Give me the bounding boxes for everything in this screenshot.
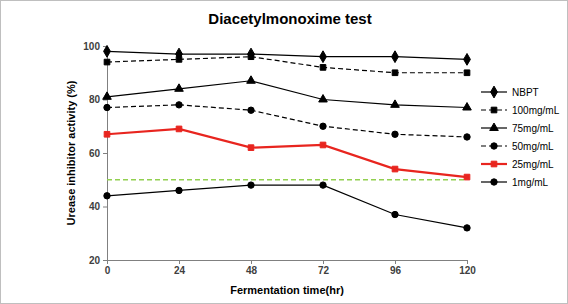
x-tick-label: 0 bbox=[105, 265, 111, 276]
series-marker bbox=[320, 65, 326, 71]
series-marker bbox=[176, 102, 182, 108]
series-marker bbox=[248, 145, 254, 151]
legend-label: 100mg/mL bbox=[512, 105, 560, 116]
legend-label: NBPT bbox=[512, 87, 539, 98]
x-tick: 48 bbox=[246, 260, 258, 276]
series-marker bbox=[175, 84, 184, 91]
title: Diacetylmonoxime test bbox=[208, 10, 371, 27]
series-marker bbox=[392, 211, 398, 217]
plot-area bbox=[103, 45, 472, 231]
series-marker bbox=[320, 182, 326, 188]
series-marker bbox=[103, 92, 112, 99]
x-tick-mark bbox=[395, 260, 396, 264]
x-tick: 0 bbox=[105, 260, 111, 276]
series-line bbox=[107, 81, 467, 108]
legend-marker bbox=[491, 179, 497, 185]
y-tick: 100 bbox=[83, 41, 107, 52]
series-marker bbox=[248, 107, 254, 113]
series-line bbox=[107, 129, 467, 177]
series-marker bbox=[319, 95, 328, 102]
x-tick: 24 bbox=[174, 260, 186, 276]
x-axis-line bbox=[108, 261, 468, 265]
chart: Diacetylmonoxime test 0 24 48 72 96 120 20 40 60 8… bbox=[0, 0, 568, 304]
x-tick-mark bbox=[323, 260, 324, 264]
series-marker bbox=[248, 182, 254, 188]
legend-label: 1mg/mL bbox=[512, 177, 549, 188]
series-marker bbox=[176, 57, 182, 63]
y-axis-title: Urease inhibitor activity (%) bbox=[65, 80, 77, 225]
series-marker bbox=[464, 174, 470, 180]
legend-marker bbox=[491, 161, 497, 167]
legend-label: 75mg/mL bbox=[512, 123, 554, 134]
x-tick-label: 96 bbox=[390, 265, 402, 276]
series-line bbox=[107, 57, 467, 73]
series-marker bbox=[320, 51, 327, 63]
x-tick-label: 48 bbox=[246, 265, 258, 276]
series-marker bbox=[104, 104, 110, 110]
series-marker bbox=[176, 126, 182, 132]
legend-marker bbox=[491, 107, 497, 113]
series-marker bbox=[463, 103, 472, 110]
series-marker bbox=[392, 51, 399, 63]
y-tick-label: 20 bbox=[89, 255, 101, 266]
x-tick-label: 24 bbox=[174, 265, 186, 276]
y-tick-mark bbox=[103, 260, 107, 261]
x-tick-label: 72 bbox=[318, 265, 330, 276]
series-line bbox=[107, 105, 467, 137]
legend-label: 25mg/mL bbox=[512, 159, 554, 170]
series-marker bbox=[392, 131, 398, 137]
series-marker bbox=[104, 193, 110, 199]
y-tick-mark bbox=[103, 153, 107, 154]
y-tick-label: 40 bbox=[89, 201, 101, 212]
x-tick: 120 bbox=[459, 260, 476, 276]
series-marker bbox=[391, 100, 400, 107]
series-marker bbox=[464, 134, 470, 140]
x-axis-title: Fermentation time(hr) bbox=[230, 284, 344, 296]
x-tick: 96 bbox=[390, 260, 402, 276]
legend-marker bbox=[491, 143, 497, 149]
legend-marker bbox=[490, 123, 499, 130]
series-marker bbox=[464, 70, 470, 76]
frame bbox=[1, 1, 568, 304]
series-marker bbox=[464, 53, 471, 65]
series-line bbox=[107, 51, 467, 59]
x-tick-label: 120 bbox=[459, 265, 476, 276]
series-marker bbox=[320, 123, 326, 129]
series-marker bbox=[320, 142, 326, 148]
y-tick-label: 80 bbox=[89, 94, 101, 105]
y-tick: 40 bbox=[89, 201, 107, 212]
series-marker bbox=[248, 48, 255, 60]
series-marker bbox=[247, 76, 256, 83]
series-marker bbox=[248, 54, 254, 60]
series-line bbox=[107, 185, 467, 228]
legend: NBPT 100mg/mL 75mg/mL 50mg/mL 25mg/mL 1mg/mL bbox=[481, 86, 560, 187]
y-tick-label: 60 bbox=[89, 148, 101, 159]
x-axis: 0 24 48 72 96 120 bbox=[105, 260, 477, 276]
series-marker bbox=[176, 187, 182, 193]
y-tick: 20 bbox=[89, 255, 107, 266]
series-marker bbox=[104, 45, 111, 57]
series-marker bbox=[464, 225, 470, 231]
series-marker bbox=[104, 59, 110, 65]
y-tick-label: 100 bbox=[83, 41, 100, 52]
x-tick-mark bbox=[251, 260, 252, 264]
y-tick: 60 bbox=[89, 148, 107, 159]
y-axis: 20 40 60 80 100 bbox=[83, 41, 107, 266]
y-tick-mark bbox=[103, 207, 107, 208]
legend-marker bbox=[491, 86, 498, 98]
x-tick: 72 bbox=[318, 260, 330, 276]
y-axis-line bbox=[103, 47, 108, 261]
x-tick-mark bbox=[179, 260, 180, 264]
series-marker bbox=[392, 166, 398, 172]
series-marker bbox=[104, 131, 110, 137]
reference-line bbox=[107, 179, 467, 181]
legend-label: 50mg/mL bbox=[512, 141, 554, 152]
series-marker bbox=[392, 70, 398, 76]
x-tick-mark bbox=[467, 260, 468, 264]
